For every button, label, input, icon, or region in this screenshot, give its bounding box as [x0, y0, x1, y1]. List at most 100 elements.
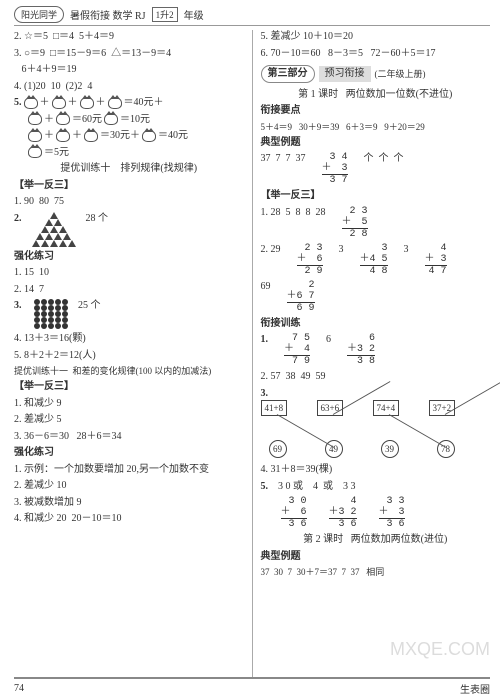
dot-grid-icon	[34, 299, 68, 329]
text: 37 7 7 37	[261, 152, 306, 166]
section-title: 【举一反三】	[14, 380, 244, 394]
section-title: 典型例题	[261, 136, 491, 150]
cat-icon	[80, 97, 94, 109]
vertical-addition: 2 3 ＋ 6 2 9	[297, 243, 323, 277]
text: 1. 28 5 8 8 28	[261, 206, 326, 220]
problem-row: 1. 28 5 8 8 28 2 3 ＋ 5 2 8	[261, 206, 491, 240]
page-footer: 74 生表圈	[14, 677, 490, 696]
text-line: 2. 差减少 10	[14, 479, 244, 493]
count: 25 个	[78, 299, 101, 313]
text-line: 1. 示例：一个加数要增加 20,另一个加数不变	[14, 463, 244, 477]
text-line: 1. 和减少 9	[14, 397, 244, 411]
vertical-addition: 4 ＋ 3 4 7	[425, 243, 447, 277]
label: 3.	[261, 388, 269, 399]
problem-5-row-3: ＋ ＋ ＝30元＋ ＝40元	[14, 129, 244, 143]
vertical-addition: 4 ＋3 2 3 6	[329, 496, 357, 530]
section-title: 【举一反三】	[14, 179, 244, 193]
section-title: 衔接要点	[261, 104, 491, 118]
text: 4 或	[313, 480, 333, 494]
text: 3 3	[343, 480, 356, 494]
cat-icon	[56, 113, 70, 125]
circle: 69	[269, 440, 287, 458]
vertical-addition: 3 4 ＋ 3 3 7	[322, 152, 348, 186]
section-title: 【举一反三】	[261, 189, 491, 203]
text: ＝5元	[44, 146, 69, 160]
matching-diagram: 41+8 63+6 74+4 37+2 69 49 39 78	[261, 400, 471, 460]
grade-box: 1升2	[152, 7, 178, 22]
text: 3	[339, 243, 344, 257]
label: 2.	[14, 212, 22, 226]
vertical-addition: 3 3 ＋ 3 3 6	[379, 496, 405, 530]
section-title: 提优训练十一 和差的变化规律(100 以内的加减法)	[14, 365, 244, 377]
footer-brand: 生表圈	[460, 681, 490, 696]
cat-icon	[56, 130, 70, 142]
problem-row: 3 0 ＋ 6 3 6 4 ＋3 2 3 6 3 3 ＋ 3 3 6	[275, 496, 491, 530]
text: ＝60元	[72, 113, 102, 127]
problem-j2: 2. 28 个	[14, 212, 244, 247]
label: 5.	[261, 480, 269, 494]
text: ＝30元＋	[100, 129, 140, 143]
vertical-addition: 2 3 ＋ 5 2 8	[342, 206, 368, 240]
banner-sub: (二年级上册)	[375, 68, 426, 80]
problem-row: 1. 7 5 ＋ 4 7 9 6 6 ＋3 2 3 8	[261, 333, 491, 367]
grade-suffix: 年级	[184, 7, 204, 22]
label: 1.	[261, 333, 269, 347]
section-title: 典型例题	[261, 550, 491, 564]
triangle-pyramid-icon	[32, 212, 76, 247]
left-column: 2. ☆＝5 □＝4 5＋4＝9 3. ○＝9 □＝15－9＝6 △＝13－9＝…	[14, 30, 253, 677]
problem-5-row-4: ＝5元	[14, 146, 244, 160]
header-title: 暑假衔接 数学 RJ	[70, 7, 146, 22]
vertical-addition: 6 ＋3 2 3 8	[347, 333, 375, 367]
brand-logo: 阳光同学	[14, 6, 64, 23]
text-line: 4. 和减少 20 20－10＝10	[14, 512, 244, 526]
page-header: 阳光同学 暑假衔接 数学 RJ 1升2 年级	[14, 6, 490, 26]
text: 69	[261, 280, 271, 294]
text-line: 3. 36－6＝30 28＋6＝34	[14, 430, 244, 444]
cat-icon	[84, 130, 98, 142]
page-number: 74	[14, 683, 24, 694]
text: ＝40元	[158, 129, 188, 143]
box: 37+2	[429, 400, 456, 416]
box: 74+4	[373, 400, 400, 416]
section-title: 强化练习	[14, 446, 244, 460]
text: ＝10元	[120, 113, 150, 127]
text-line: 5. 差减少 10＋10＝20	[261, 30, 491, 44]
text: 3	[404, 243, 409, 257]
banner-pill: 第三部分	[261, 65, 315, 83]
section-banner: 第三部分 预习衔接 (二年级上册)	[261, 65, 491, 83]
cat-icon	[104, 113, 118, 125]
text-line: 3. 被减数增加 9	[14, 496, 244, 510]
text-line: 6＋4＋9＝19	[14, 63, 244, 77]
text-line: 4. 13＋3＝16(颗)	[14, 332, 244, 346]
cat-icon	[24, 97, 38, 109]
text-line: 2. 差减少 5	[14, 413, 244, 427]
text-line: 37 30 7 30＋7＝37 7 37 相同	[261, 566, 491, 578]
connector-line	[444, 381, 500, 415]
problem-row: 5. 3 0 或 4 或 3 3	[261, 480, 491, 494]
vertical-addition: 7 5 ＋ 4 7 9	[284, 333, 310, 367]
count: 28 个	[86, 212, 109, 226]
text-line: 6. 70－10＝60 8－3＝5 72－60＋5＝17	[261, 47, 491, 61]
problem-q3: 3. 25 个	[14, 299, 244, 329]
text-line: 2. ☆＝5 □＝4 5＋4＝9	[14, 30, 244, 44]
problem-x3: 3. 41+8 63+6 74+4 37+2 69 49 39 78	[261, 387, 491, 461]
vertical-addition: 2 ＋6 7 6 9	[287, 280, 315, 314]
text-line: 2. 14 7	[14, 283, 244, 297]
text-line: 5. 8＋2＋2＝12(人)	[14, 349, 244, 363]
text-line: 4. (1)20 10 (2)2 4	[14, 80, 244, 94]
box: 41+8	[261, 400, 288, 416]
text-line: 2. 57 38 49 59	[261, 370, 491, 384]
vertical-addition: 3 ＋4 5 4 8	[360, 243, 388, 277]
example-row: 37 7 7 37 3 4 ＋ 3 3 7 个 个 个	[261, 152, 491, 186]
problem-5-row-2: ＋ ＝60元 ＝10元	[14, 113, 244, 127]
text: 2. 29	[261, 243, 281, 257]
vertical-addition: 3 0 ＋ 6 3 6	[281, 496, 307, 530]
text-line: 4. 31＋8＝39(棵)	[261, 463, 491, 477]
circle: 39	[381, 440, 399, 458]
text: ＝40元＋	[124, 96, 164, 110]
text-line: 1. 15 10	[14, 266, 244, 280]
cat-icon	[52, 97, 66, 109]
text-line: 1. 90 80 75	[14, 195, 244, 209]
label: 3.	[14, 299, 24, 313]
lesson-title: 第 2 课时 两位数加两位数(进位)	[261, 533, 491, 547]
